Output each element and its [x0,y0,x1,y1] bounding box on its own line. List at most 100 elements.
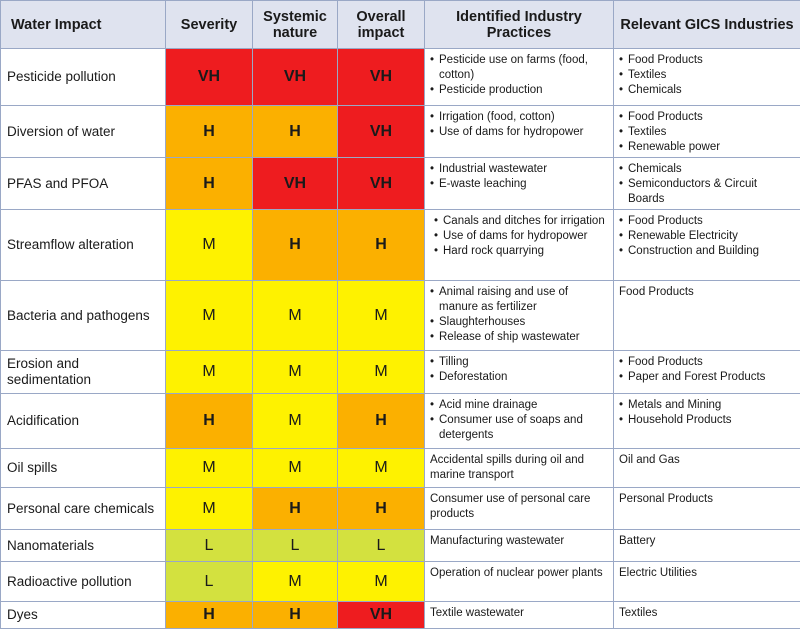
industry-item: Food Products [619,355,796,370]
overall-rating: M [338,449,425,488]
table-row: Bacteria and pathogensMMMAnimal raising … [1,281,800,351]
practice-item: Consumer use of soaps and detergents [430,413,609,443]
table-row: Streamflow alterationMHHCanals and ditch… [1,210,800,281]
severity-rating: H [166,602,253,629]
industry-item: Construction and Building [619,244,796,259]
systemic-rating: M [253,562,338,602]
systemic-rating: VH [253,158,338,210]
gics-industries: Personal Products [614,488,800,530]
gics-industries: Oil and Gas [614,449,800,488]
table-row: AcidificationHMHAcid mine drainageConsum… [1,394,800,449]
overall-rating: M [338,281,425,351]
severity-rating: L [166,562,253,602]
practice-item: Pesticide use on farms (food, cotton) [430,53,609,83]
industry-practices: Manufacturing wastewater [425,530,614,562]
industry-practices: Consumer use of personal care products [425,488,614,530]
overall-rating: VH [338,106,425,158]
impact-name: Bacteria and pathogens [1,281,166,351]
systemic-rating: L [253,530,338,562]
impact-name: Streamflow alteration [1,210,166,281]
severity-rating: H [166,106,253,158]
systemic-rating: H [253,488,338,530]
practice-item: Operation of nuclear power plants [430,566,609,581]
overall-rating: M [338,562,425,602]
practice-item: Animal raising and use of manure as fert… [430,285,609,315]
industry-practices: Textile wastewater [425,602,614,629]
overall-rating: H [338,210,425,281]
severity-rating: L [166,530,253,562]
gics-industries: Food ProductsPaper and Forest Products [614,351,800,394]
practice-item: Acid mine drainage [430,398,609,413]
severity-rating: M [166,488,253,530]
practice-item: Use of dams for hydropower [434,229,609,244]
gics-industries: Metals and MiningHousehold Products [614,394,800,449]
systemic-rating: H [253,602,338,629]
practice-item: Slaughterhouses [430,315,609,330]
header-row: Water Impact Severity Systemic nature Ov… [1,1,800,49]
industry-practices: Operation of nuclear power plants [425,562,614,602]
industry-item: Food Products [619,214,796,229]
practice-item: Industrial wastewater [430,162,609,177]
systemic-rating: M [253,281,338,351]
gics-industries: Textiles [614,602,800,629]
practice-item: Release of ship wastewater [430,330,609,345]
industry-item: Chemicals [619,83,796,98]
industry-item: Oil and Gas [619,453,796,468]
header-water-impact: Water Impact [1,1,166,49]
gics-industries: Food ProductsRenewable ElectricityConstr… [614,210,800,281]
impact-name: Dyes [1,602,166,629]
table-row: Pesticide pollutionVHVHVHPesticide use o… [1,49,800,106]
industry-item: Household Products [619,413,796,428]
industry-practices: Industrial wastewaterE-waste leaching [425,158,614,210]
table-row: PFAS and PFOAHVHVHIndustrial wastewaterE… [1,158,800,210]
overall-rating: VH [338,158,425,210]
practice-item: Use of dams for hydropower [430,125,609,140]
systemic-rating: VH [253,49,338,106]
industry-practices: TillingDeforestation [425,351,614,394]
impact-name: Nanomaterials [1,530,166,562]
overall-rating: VH [338,49,425,106]
header-industry-practices: Identified Industry Practices [425,1,614,49]
practice-item: Consumer use of personal care products [430,492,609,522]
header-gics-industries: Relevant GICS Industries [614,1,800,49]
severity-rating: H [166,394,253,449]
severity-rating: M [166,281,253,351]
table-row: Erosion and sedimentationMMMTillingDefor… [1,351,800,394]
header-overall-impact: Overall impact [338,1,425,49]
severity-rating: VH [166,49,253,106]
industry-item: Textiles [619,125,796,140]
practice-item: Accidental spills during oil and marine … [430,453,609,483]
industry-practices: Animal raising and use of manure as fert… [425,281,614,351]
industry-item: Chemicals [619,162,796,177]
practice-item: Manufacturing wastewater [430,534,609,549]
industry-practices: Canals and ditches for irrigationUse of … [425,210,614,281]
header-systemic-nature: Systemic nature [253,1,338,49]
practice-item: Pesticide production [430,83,609,98]
table-row: Diversion of waterHHVHIrrigation (food, … [1,106,800,158]
gics-industries: Electric Utilities [614,562,800,602]
industry-item: Food Products [619,110,796,125]
industry-item: Food Products [619,53,796,68]
industry-practices: Accidental spills during oil and marine … [425,449,614,488]
industry-item: Renewable power [619,140,796,155]
industry-item: Paper and Forest Products [619,370,796,385]
table-body: Pesticide pollutionVHVHVHPesticide use o… [1,49,800,629]
practice-item: Tilling [430,355,609,370]
industry-practices: Acid mine drainageConsumer use of soaps … [425,394,614,449]
impact-name: Erosion and sedimentation [1,351,166,394]
severity-rating: M [166,449,253,488]
industry-practices: Irrigation (food, cotton)Use of dams for… [425,106,614,158]
industry-item: Food Products [619,285,796,300]
impact-name: Personal care chemicals [1,488,166,530]
systemic-rating: M [253,351,338,394]
header-severity: Severity [166,1,253,49]
systemic-rating: M [253,449,338,488]
practice-item: Irrigation (food, cotton) [430,110,609,125]
practice-item: E-waste leaching [430,177,609,192]
overall-rating: H [338,394,425,449]
